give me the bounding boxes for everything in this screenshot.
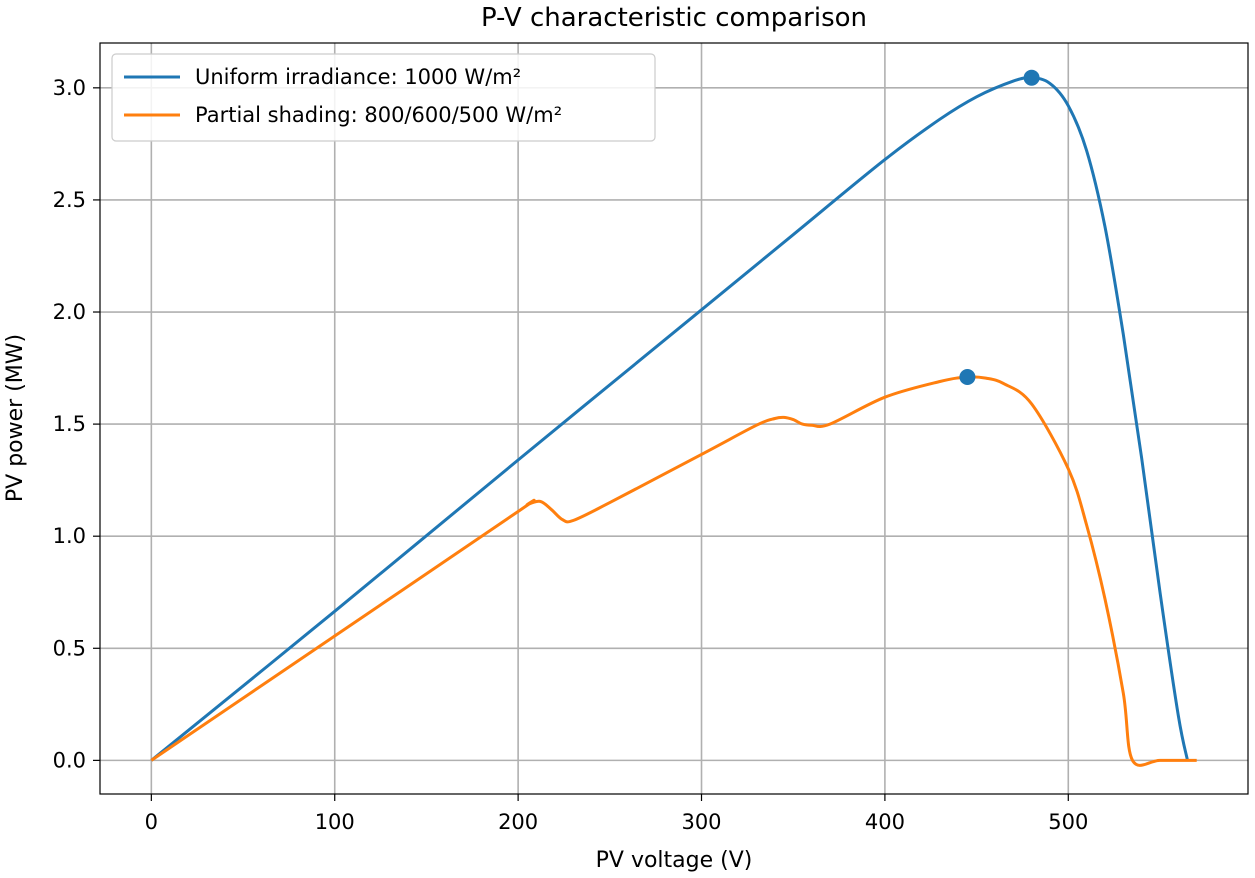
peak-marker-uniform: [1023, 69, 1040, 86]
y-axis-label: PV power (MW): [3, 334, 28, 502]
x-tick-label: 0: [145, 810, 158, 834]
chart-title: P-V characteristic comparison: [481, 3, 867, 33]
x-tick-label: 300: [681, 810, 721, 834]
legend: Uniform irradiance: 1000 W/m² Partial sha…: [111, 53, 656, 142]
grid: [100, 43, 1248, 794]
peak-markers: [959, 69, 1040, 386]
peak-marker-partial: [959, 369, 976, 386]
y-tick-label: 2.5: [53, 188, 86, 212]
y-tick-label: 0.5: [53, 636, 86, 660]
y-tick-label: 1.5: [53, 412, 86, 436]
series-line-partial: [150, 375, 1197, 767]
plot-frame: [99, 42, 1249, 795]
y-tick-label: 0.0: [53, 748, 86, 772]
x-tick-label: 500: [1048, 810, 1088, 834]
x-tick-label: 100: [315, 810, 355, 834]
x-tick-label: 400: [865, 810, 905, 834]
x-tick-label: 200: [498, 810, 538, 834]
legend-label: Uniform irradiance: 1000 W/m²: [195, 65, 521, 89]
y-tick-label: 2.0: [53, 300, 86, 324]
y-tick-label: 1.0: [53, 524, 86, 548]
axis-ticks: 0 100 200 300 400 500 0.0 0.5 1.0 1.5 2.0 2.5 3.0: [53, 76, 1089, 834]
legend-label: Partial shading: 800/600/500 W/m²: [195, 103, 562, 127]
x-axis-label: PV voltage (V): [596, 848, 753, 873]
legend-box: [111, 53, 656, 142]
y-tick-label: 3.0: [53, 76, 86, 100]
series-line-uniform: [150, 76, 1189, 762]
series-lines: [150, 76, 1197, 767]
